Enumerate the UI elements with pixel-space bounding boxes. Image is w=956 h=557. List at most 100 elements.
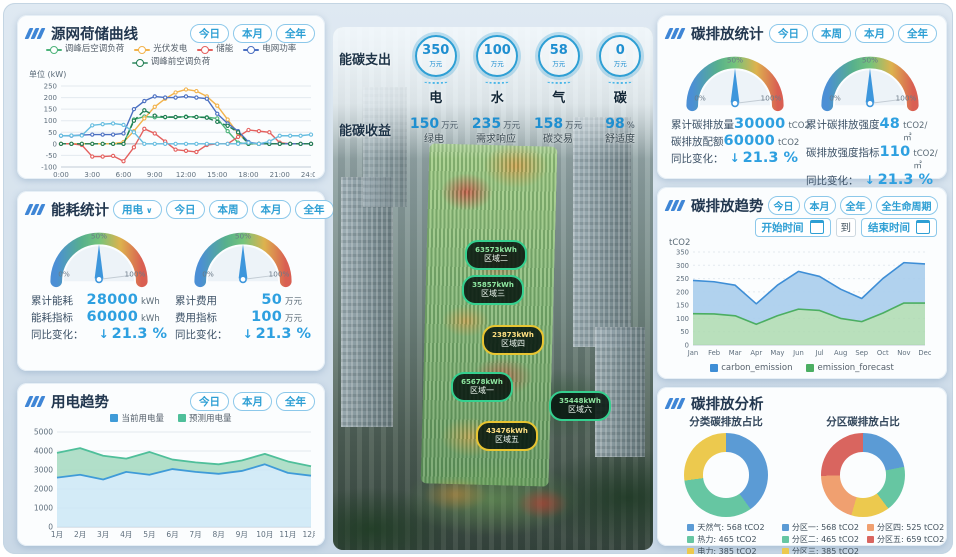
legend-item[interactable]: 分区一: 568 tCO2: [781, 522, 859, 533]
filter-button-本月[interactable]: 本月: [803, 195, 836, 215]
panel-title: 用电趋势: [51, 394, 109, 411]
intensity-gauge-block: 50% 0% 100% 累计碳排放强度 48 tCO2/㎡ 碳排放强度指标 110 tCO…: [802, 45, 938, 189]
zone-label-区域一[interactable]: 65678kWh 区域一: [451, 372, 513, 402]
expense-item-电: 350 万元电: [408, 35, 464, 106]
filter-button-本周[interactable]: 本周: [812, 23, 851, 43]
gauge-stat-row: 累计费用 50 万元: [175, 292, 303, 308]
income-item-绿电: 150 万元 绿电: [409, 116, 459, 145]
filter-button-本月[interactable]: 本月: [855, 23, 894, 43]
electricity-trend-legend: 当前用电量 预测用电量: [27, 412, 315, 424]
svg-text:0: 0: [685, 342, 689, 350]
axis-unit-label: 单位 (kW): [29, 70, 67, 79]
gauge-stat-row: 累计碳排放强度 48 tCO2/㎡: [806, 116, 928, 143]
legend-item[interactable]: 天然气: 568 tCO2: [687, 522, 765, 533]
svg-text:100: 100: [44, 117, 57, 125]
legend-item[interactable]: emission_forecast: [806, 363, 894, 373]
building-heatmap-view: 能碳支出 350 万元电 100 万元水 58 万元气 0 万元碳 能碳收益 150 万元 绿电 2…: [333, 27, 653, 550]
expense-label: 能碳支出: [339, 53, 392, 68]
legend-item[interactable]: 当前用电量: [110, 412, 164, 424]
svg-text:11月: 11月: [279, 530, 296, 539]
filter-button-本月[interactable]: 本月: [233, 391, 272, 411]
svg-text:200: 200: [676, 288, 689, 296]
filter-button-本月[interactable]: 本月: [233, 23, 272, 43]
end-date-input[interactable]: 结束时间: [861, 217, 937, 237]
panel-header-icon: [24, 203, 46, 215]
svg-text:1000: 1000: [34, 504, 53, 513]
down-arrow-icon: ↓: [98, 327, 109, 341]
zone-label-区域六[interactable]: 35448kWh 区域六: [549, 391, 611, 421]
filter-button-全年[interactable]: 全年: [276, 391, 315, 411]
zone-label-区域四[interactable]: 23873kWh 区域四: [482, 325, 544, 355]
legend-item[interactable]: 储能: [197, 44, 233, 55]
svg-text:Nov: Nov: [897, 349, 910, 357]
svg-text:5月: 5月: [143, 530, 155, 539]
svg-text:0%: 0%: [829, 93, 841, 102]
gauge-needle: [238, 244, 248, 279]
legend-item[interactable]: 分区二: 465 tCO2: [781, 534, 859, 545]
time-filter-buttons: 今日 本周 本月 全年: [165, 199, 334, 219]
legend-item[interactable]: 电网功率: [243, 44, 296, 55]
filter-button-全年[interactable]: 全年: [839, 195, 872, 215]
energy-gauge-block: 50% 0% 100% 累计能耗 28000 kWh 能耗指标 60000 kWh 同比变化…: [27, 221, 171, 343]
gauge-stat-row: 碳排放强度指标 110 tCO2/㎡: [806, 144, 938, 171]
time-filter-buttons: 今日 本月 全年 全生命周期: [767, 195, 938, 215]
svg-text:0: 0: [48, 523, 53, 532]
svg-text:12:00: 12:00: [176, 171, 196, 179]
legend-item[interactable]: 分区五: 659 tCO2: [867, 534, 944, 545]
svg-text:Apr: Apr: [750, 349, 762, 357]
svg-text:3:00: 3:00: [84, 171, 100, 179]
legend-item[interactable]: 电力: 385 tCO2: [687, 546, 764, 554]
legend-item[interactable]: 调峰前空调负荷: [131, 57, 210, 68]
gauge-stat-row: 碳排放配额 60000 tCO2: [671, 133, 800, 149]
gauge-chart: 50% 0% 100%: [820, 56, 919, 112]
electricity-trend-chart: 0 1000 2000 3000 4000 5000 1月 2月 3月 4月 5月 6月 7月 8月 9月 1…: [34, 428, 320, 540]
legend-item[interactable]: 光伏发电: [134, 44, 187, 55]
legend-item[interactable]: 分区三: 385 tCO2: [781, 546, 859, 554]
svg-text:100%: 100%: [895, 93, 916, 102]
svg-text:5000: 5000: [34, 428, 53, 437]
metric-circle: 350 万元: [414, 35, 457, 77]
panel-carbon-statistics: 碳排放统计 今日 本周 本月 全年 50% 0% 100% 累计碳排放量 30000 tC…: [657, 15, 947, 188]
filter-button-今日[interactable]: 今日: [165, 199, 205, 219]
legend-item[interactable]: 预测用电量: [178, 412, 232, 424]
filter-button-今日[interactable]: 今日: [190, 23, 229, 43]
svg-text:3000: 3000: [34, 466, 53, 475]
legend-item[interactable]: 分区四: 525 tCO2: [867, 522, 944, 533]
zone-label-区域三[interactable]: 35857kWh 区域三: [462, 275, 524, 305]
svg-text:Dec: Dec: [918, 349, 931, 357]
svg-text:8月: 8月: [212, 530, 224, 539]
legend-item[interactable]: carbon_emission: [710, 363, 792, 373]
intensity-gauge: 50% 0% 100%: [811, 45, 929, 115]
filter-button-今日[interactable]: 今日: [769, 23, 808, 43]
legend-item[interactable]: 调峰后空调负荷: [45, 44, 124, 55]
filter-button-全年[interactable]: 全年: [294, 199, 334, 219]
svg-text:15:00: 15:00: [207, 171, 227, 179]
category-donut-block: 分类碳排放占比 天然气: 568 tCO2 热力: 465 tCO2 电力: 385…: [667, 414, 785, 554]
filter-button-今日[interactable]: 今日: [767, 195, 800, 215]
filter-button-全年[interactable]: 全年: [898, 23, 937, 43]
zone-label-区域五[interactable]: 43476kWh 区域五: [476, 421, 538, 451]
metric-circle: 58 万元: [537, 35, 580, 77]
filter-button-全年[interactable]: 全年: [276, 23, 315, 43]
filter-button-本周[interactable]: 本周: [208, 199, 248, 219]
energy-type-dropdown[interactable]: 用电 ∨: [113, 199, 162, 219]
chevron-down-icon: ∨: [146, 205, 153, 215]
svg-text:2月: 2月: [74, 530, 86, 539]
legend-item[interactable]: 热力: 465 tCO2: [687, 534, 764, 545]
y-axis-label: tCO2: [669, 238, 691, 248]
svg-text:Aug: Aug: [834, 349, 847, 357]
gauge-needle: [94, 244, 104, 279]
svg-text:12月: 12月: [302, 530, 315, 539]
power-curve-legend: 调峰后空调负荷 光伏发电 储能 电网功率调峰前空调负荷: [27, 44, 315, 68]
svg-text:Jun: Jun: [792, 349, 804, 357]
gauge-needle: [730, 68, 739, 103]
carbon-trend-chart: 0 50 100 150 200 250 300 350 Jan Feb Mar Apr May Jun J…: [676, 249, 932, 358]
filter-button-今日[interactable]: 今日: [190, 391, 229, 411]
filter-button-本月[interactable]: 本月: [251, 199, 291, 219]
zone-label-区域二[interactable]: 63573kWh 区域二: [465, 240, 527, 270]
down-arrow-icon: ↓: [864, 173, 875, 187]
panel-title: 碳排放统计: [691, 26, 764, 43]
donut-title: 分类碳排放占比: [689, 416, 763, 428]
start-date-input[interactable]: 开始时间: [754, 217, 831, 237]
filter-button-全生命周期[interactable]: 全生命周期: [875, 195, 938, 215]
